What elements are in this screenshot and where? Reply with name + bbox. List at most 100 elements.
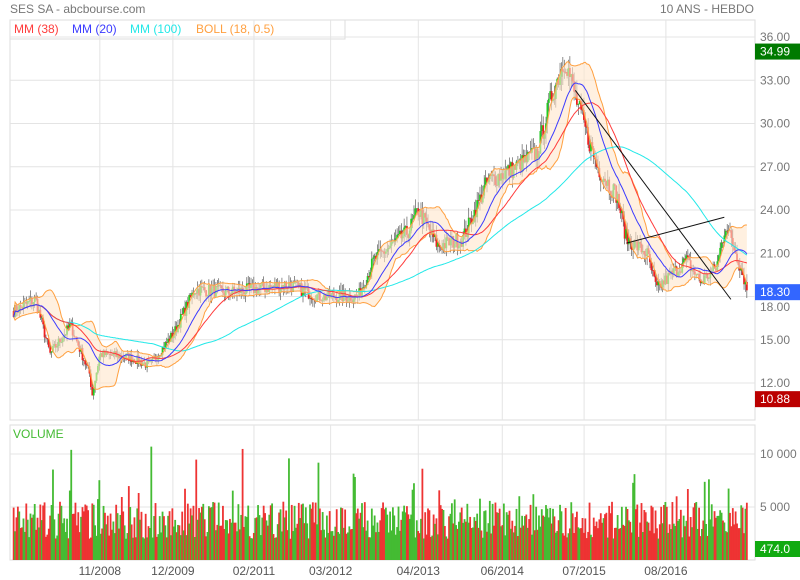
volume-bar [450, 503, 453, 560]
volume-bar [185, 535, 188, 560]
volume-bar [196, 519, 199, 560]
volume-bar [701, 528, 703, 560]
volume-bar [179, 535, 182, 560]
volume-bar [244, 516, 247, 560]
candle-body [486, 177, 488, 182]
volume-bar [47, 528, 50, 560]
candle-body [182, 307, 185, 315]
volume-bar [518, 496, 521, 560]
volume-bar [165, 537, 168, 560]
volume-bar [570, 502, 573, 560]
candle-body [396, 234, 399, 239]
volume-bar [568, 528, 571, 560]
volume-bar [202, 503, 205, 560]
candle-body [581, 109, 584, 111]
candle-body [309, 297, 311, 299]
volume-bar [217, 502, 220, 560]
volume-bar [484, 510, 487, 560]
volume-bar [674, 525, 677, 560]
volume-bar [463, 519, 466, 560]
volume-bar [359, 512, 362, 560]
candle-body [375, 255, 377, 260]
volume-bar [630, 532, 633, 560]
volume-bar [456, 528, 459, 560]
volume-bar [495, 512, 498, 560]
volume-bar [127, 486, 130, 560]
volume-bar [300, 504, 303, 560]
x-tick-label: 07/2015 [562, 564, 606, 578]
volume-bar [734, 511, 737, 560]
volume-bar [411, 489, 414, 560]
volume-bar [486, 531, 488, 560]
volume-bar [588, 502, 591, 560]
candle-body [654, 276, 657, 282]
volume-bar [608, 505, 611, 560]
volume-bar [354, 477, 356, 560]
volume-bar [394, 534, 397, 560]
volume-bar [63, 518, 66, 560]
volume-bar [278, 512, 281, 560]
volume-bar [52, 469, 54, 560]
volume-bar [18, 511, 21, 560]
volume-bar [546, 508, 549, 560]
volume-bar [452, 523, 455, 560]
volume-bar [104, 512, 106, 560]
volume-bar [651, 507, 654, 560]
candle-body [682, 258, 685, 264]
volume-bar [289, 538, 292, 560]
volume-bar [161, 511, 164, 560]
volume-bar [633, 474, 636, 560]
volume-bar [174, 519, 177, 560]
volume-bar [231, 490, 234, 560]
candle-body [587, 127, 590, 145]
volume-bar [120, 497, 123, 560]
volume-bar [140, 511, 143, 560]
volume-bar [115, 504, 118, 560]
candle-body [723, 235, 726, 243]
volume-bar [421, 468, 424, 560]
volume-bar [212, 502, 215, 560]
volume-bar [352, 473, 355, 560]
volume-bar [310, 508, 313, 560]
volume-bar [473, 517, 476, 560]
volume-bar [375, 532, 377, 560]
volume-bar [467, 522, 470, 560]
volume-bar [650, 505, 653, 560]
volume-bar [696, 528, 699, 560]
volume-bar [727, 488, 730, 560]
candle-body [415, 208, 418, 210]
volume-bar [348, 526, 351, 560]
volume-bar [653, 533, 656, 560]
x-tick-label: 12/2009 [151, 564, 195, 578]
volume-bar [521, 515, 524, 560]
volume-bar [98, 480, 101, 560]
volume-bar [470, 527, 473, 560]
volume-bar [629, 521, 632, 560]
candle-body [626, 229, 629, 245]
volume-bar [355, 513, 358, 560]
volume-bar [740, 505, 743, 560]
volume-bar [362, 527, 365, 560]
candle-body [373, 255, 376, 258]
volume-bar [181, 511, 184, 560]
volume-bar [483, 511, 486, 560]
volume-bar [23, 531, 26, 560]
volume-bar [465, 521, 467, 560]
volume-bar [258, 515, 261, 560]
volume-bar [126, 533, 129, 560]
volume-bar [143, 538, 146, 560]
candle-body [372, 257, 375, 259]
price-panel-frame [9, 19, 756, 421]
volume-bar [186, 503, 189, 560]
volume-bar [559, 504, 561, 560]
volume-bar [379, 520, 382, 560]
volume-bar [479, 498, 481, 560]
volume-bar [57, 513, 60, 560]
volume-bar [599, 513, 602, 560]
volume-bar [469, 516, 472, 560]
volume-bar [226, 520, 229, 560]
volume-bar [519, 527, 522, 560]
volume-bar [16, 506, 19, 560]
candle-body [366, 276, 369, 286]
